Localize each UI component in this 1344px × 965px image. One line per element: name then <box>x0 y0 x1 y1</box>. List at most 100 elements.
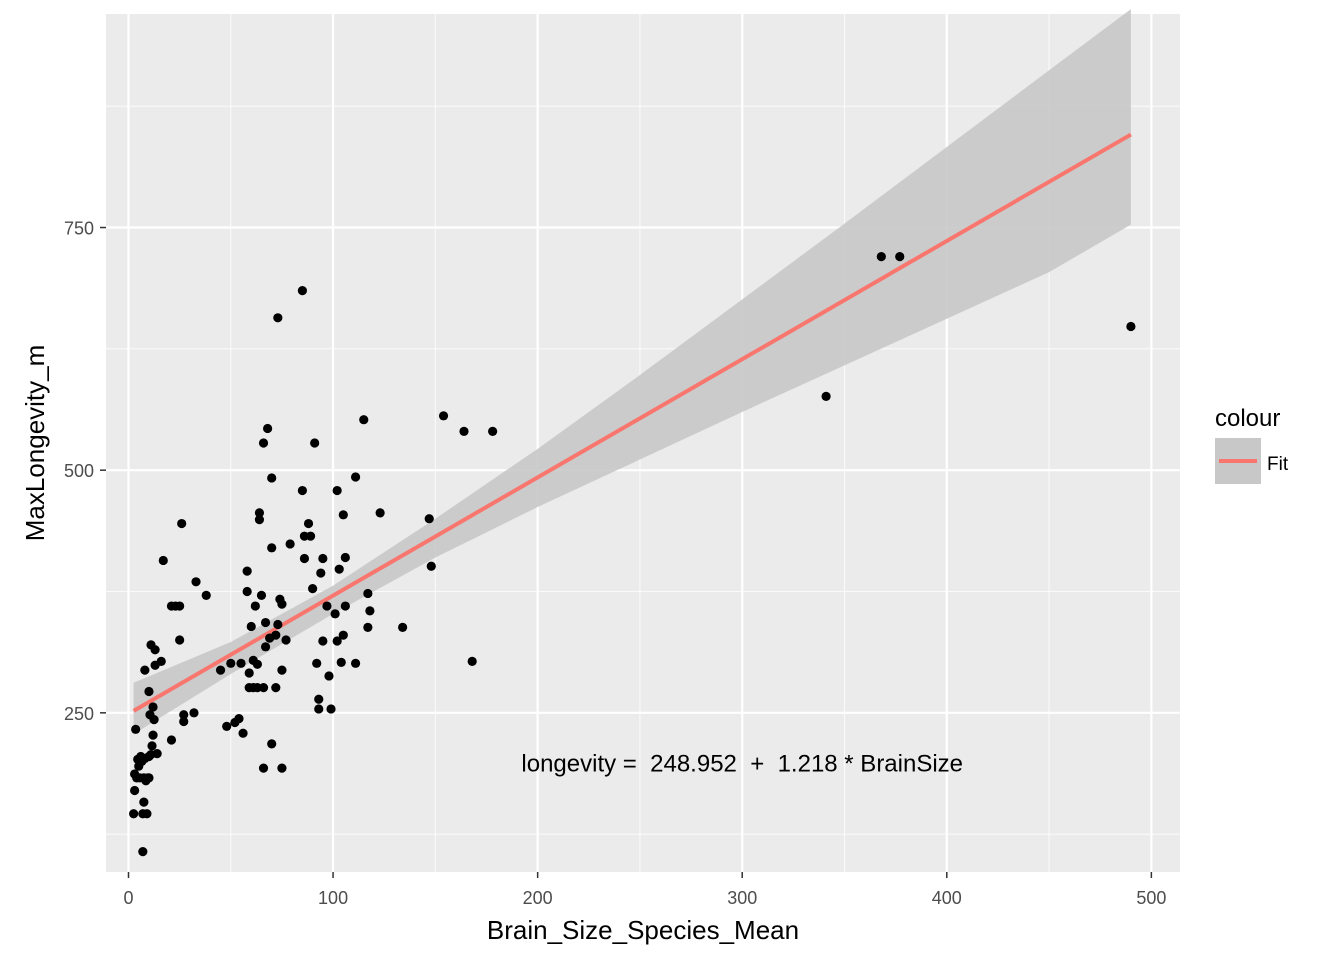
data-point <box>156 656 166 666</box>
data-point <box>177 518 187 529</box>
data-point <box>299 553 310 564</box>
data-point <box>179 710 189 720</box>
data-point <box>318 636 328 646</box>
data-point <box>254 508 265 518</box>
data-point <box>424 514 434 524</box>
data-point <box>258 763 269 773</box>
data-point <box>152 748 162 759</box>
data-point <box>129 809 139 819</box>
data-point <box>189 708 199 718</box>
data-point <box>236 658 246 668</box>
legend-title: colour <box>1215 405 1280 432</box>
data-point <box>363 588 373 599</box>
data-point <box>271 682 281 693</box>
x-tick-label: 0 <box>123 888 133 908</box>
data-point <box>234 714 244 724</box>
data-point <box>314 704 324 714</box>
data-point <box>273 619 283 630</box>
data-point <box>336 657 346 667</box>
data-point <box>215 665 226 675</box>
x-tick-label: 100 <box>318 888 348 908</box>
data-point <box>238 728 248 738</box>
y-tick-label: 250 <box>64 704 94 724</box>
data-point <box>285 539 295 549</box>
data-point <box>158 555 168 566</box>
regression-equation: longevity = 248.952 + 1.218 * BrainSize <box>521 750 963 777</box>
data-point <box>246 621 256 632</box>
data-point <box>149 715 159 725</box>
data-point <box>148 702 158 712</box>
data-point <box>297 286 307 296</box>
data-point <box>350 472 361 482</box>
data-point <box>332 636 342 646</box>
data-point <box>350 658 361 668</box>
data-point <box>139 797 149 807</box>
data-point <box>175 601 185 611</box>
y-tick-label: 750 <box>64 219 94 239</box>
data-point <box>263 423 273 434</box>
data-point <box>340 601 350 611</box>
data-point <box>242 566 252 576</box>
data-point <box>144 773 154 783</box>
y-axis: 250 500 750 <box>64 219 106 724</box>
x-tick-label: 200 <box>523 888 553 908</box>
data-point <box>467 656 477 666</box>
x-tick-label: 300 <box>727 888 757 908</box>
y-tick-label: 500 <box>64 461 94 481</box>
data-point <box>326 704 336 714</box>
data-point <box>273 313 283 323</box>
data-point <box>338 630 348 640</box>
data-point <box>140 665 150 675</box>
data-point <box>314 694 324 704</box>
data-point <box>252 659 262 669</box>
data-point <box>876 252 886 262</box>
data-point <box>267 473 277 483</box>
data-points <box>129 252 1136 857</box>
data-point <box>267 739 277 749</box>
data-point <box>277 599 287 609</box>
data-point <box>277 665 287 675</box>
data-point <box>244 668 254 678</box>
fit-line <box>132 132 1132 713</box>
data-point <box>260 642 271 652</box>
data-point <box>895 252 905 262</box>
data-point <box>312 658 322 668</box>
data-point <box>303 518 314 529</box>
x-axis-title: Brain_Size_Species_Mean <box>487 915 799 945</box>
legend-label-fit: Fit <box>1267 454 1289 475</box>
data-point <box>150 645 160 655</box>
legend: colour Fit <box>1215 405 1289 484</box>
data-point <box>332 485 342 496</box>
data-point <box>267 543 277 553</box>
data-point <box>258 438 269 448</box>
data-point <box>142 809 152 819</box>
data-point <box>308 583 318 594</box>
x-tick-label: 500 <box>1136 888 1166 908</box>
data-point <box>310 438 320 448</box>
data-point <box>330 609 340 619</box>
data-point <box>258 682 269 693</box>
data-point <box>250 601 260 611</box>
data-point <box>281 635 291 645</box>
data-point <box>324 671 334 681</box>
data-point <box>359 415 369 425</box>
data-point <box>398 622 408 633</box>
data-point <box>256 590 267 600</box>
data-point <box>131 724 141 734</box>
data-point <box>334 564 344 574</box>
data-point <box>191 577 201 587</box>
data-point <box>322 601 332 611</box>
data-point <box>147 741 157 751</box>
x-tick-label: 400 <box>932 888 962 908</box>
data-point <box>363 622 373 633</box>
data-point <box>488 426 498 436</box>
data-point <box>138 847 148 857</box>
data-point <box>459 426 469 436</box>
data-point <box>148 730 158 740</box>
data-point <box>821 391 831 402</box>
data-point <box>166 735 177 745</box>
data-point <box>144 686 154 697</box>
data-point <box>305 531 316 541</box>
